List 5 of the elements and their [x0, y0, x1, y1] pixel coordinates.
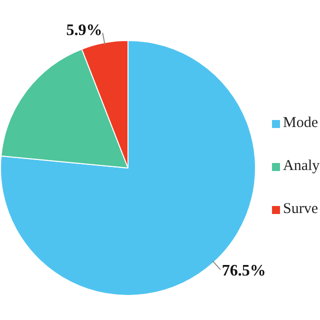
data-label: 76.5% — [222, 262, 266, 280]
data-label: 5.9% — [66, 22, 102, 40]
legend-label: Surve — [283, 201, 318, 218]
legend-label: Mode — [283, 115, 318, 132]
legend-label: Analy — [283, 158, 320, 175]
